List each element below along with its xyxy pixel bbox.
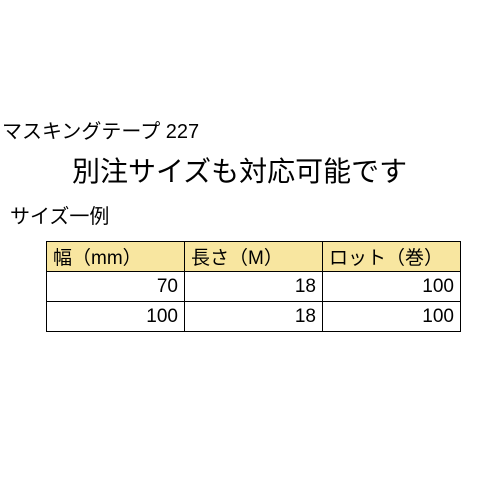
cell-lot: 100 [323, 272, 461, 302]
cell-length: 18 [185, 272, 323, 302]
product-line: マスキングテープ 227 [2, 115, 500, 144]
table-row: 100 18 100 [47, 302, 461, 332]
col-header-width: 幅（mm） [47, 242, 185, 272]
size-example-label: サイズ一例 [10, 200, 500, 229]
cell-width: 100 [47, 302, 185, 332]
table-header-row: 幅（mm） 長さ（M） ロット（巻） [47, 242, 461, 272]
cell-length: 18 [185, 302, 323, 332]
content-block: マスキングテープ 227 別注サイズも対応可能です サイズ一例 幅（mm） 長さ… [0, 115, 500, 332]
col-header-lot: ロット（巻） [323, 242, 461, 272]
table-row: 70 18 100 [47, 272, 461, 302]
col-header-length: 長さ（M） [185, 242, 323, 272]
cell-lot: 100 [323, 302, 461, 332]
custom-size-note: 別注サイズも対応可能です [72, 150, 500, 190]
cell-width: 70 [47, 272, 185, 302]
size-table: 幅（mm） 長さ（M） ロット（巻） 70 18 100 100 18 100 [46, 241, 461, 332]
